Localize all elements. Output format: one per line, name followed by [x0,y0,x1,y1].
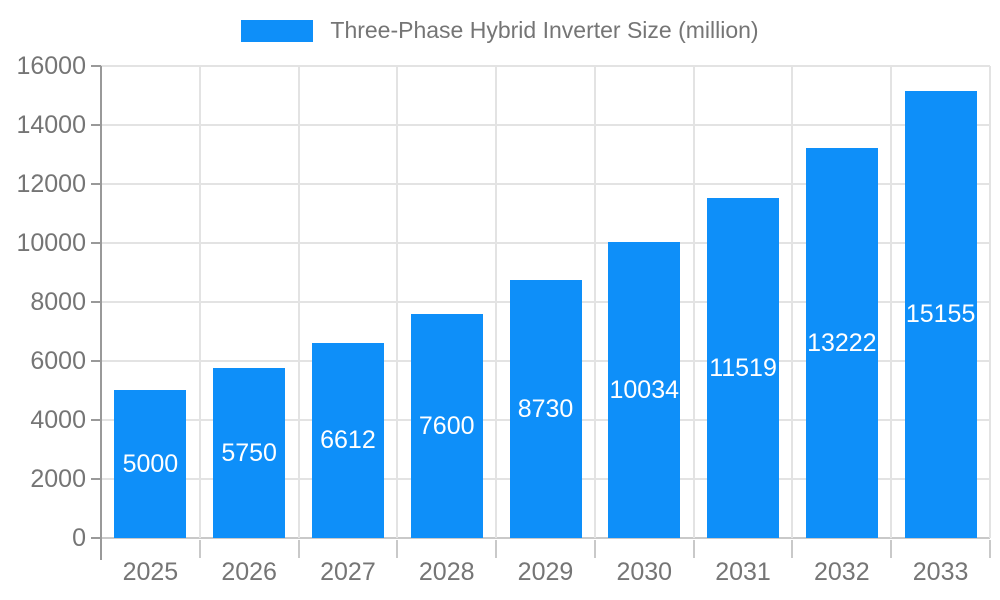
bar-value-label: 10034 [609,375,680,404]
y-axis-tick [91,478,101,480]
gridline-vertical [890,66,893,538]
x-axis-tick [495,540,498,558]
y-axis-tick [91,301,101,303]
bar[interactable]: 13222 [805,148,878,538]
x-axis-tick-label: 2031 [715,558,771,586]
gridline-vertical [198,66,201,538]
y-axis-tick [91,360,101,362]
bar[interactable]: 15155 [904,91,977,538]
bar-value-label: 6612 [320,426,376,454]
y-axis-tick-label: 14000 [16,111,86,139]
x-axis-tick [396,540,399,558]
x-axis-tick [989,540,991,558]
y-axis-tick [91,183,101,185]
y-axis-tick-label: 12000 [16,170,86,198]
bar-value-label: 13222 [807,328,877,357]
x-axis-tick [791,540,794,558]
gridline-vertical [495,66,498,538]
bar[interactable]: 8730 [509,280,582,538]
gridline-vertical [593,66,596,538]
bar-value-label: 11519 [709,353,777,382]
gridline-horizontal [101,65,990,67]
bar[interactable]: 11519 [707,198,780,538]
x-axis-tick [692,540,695,558]
y-axis-tick-label: 16000 [16,52,86,80]
legend-label: Three-Phase Hybrid Inverter Size (millio… [330,17,759,43]
x-axis-tick [593,540,596,558]
gridline-horizontal [101,242,990,244]
gridline-horizontal [101,183,990,185]
y-axis-tick-label: 6000 [30,347,86,375]
x-axis-tick-label: 2028 [418,558,475,586]
gridline-vertical [989,66,991,538]
gridline-horizontal [101,124,990,126]
x-axis-tick-label: 2025 [122,558,179,586]
legend[interactable]: Three-Phase Hybrid Inverter Size (millio… [0,17,1000,44]
y-axis-tick-label: 8000 [30,288,86,316]
x-axis-tick-label: 2026 [221,558,277,586]
bar-value-label: 5000 [122,449,179,478]
x-axis-tick-label: 2030 [616,558,673,586]
bar[interactable]: 5000 [114,390,187,538]
x-axis-tick-label: 2029 [517,558,574,586]
y-axis-tick-label: 2000 [30,465,86,493]
x-axis-tick [297,540,300,558]
bar-value-label: 7600 [418,411,475,440]
gridline-vertical [297,66,300,538]
y-axis-tick [91,537,101,539]
y-axis-tick-label: 0 [72,524,86,552]
x-axis-tick-label: 2033 [912,558,969,586]
y-axis-tick [91,65,101,67]
bar-value-label: 8730 [517,394,574,423]
bar[interactable]: 6612 [311,343,384,538]
gridline-vertical [396,66,399,538]
gridline-horizontal [101,537,990,539]
legend-swatch [241,19,314,42]
y-axis-tick [91,419,101,421]
gridline-vertical [791,66,794,538]
y-axis-tick-label: 10000 [16,229,86,257]
y-axis-tick [91,124,101,126]
bar[interactable]: 5750 [213,368,286,538]
x-axis-tick [890,540,893,558]
bar-value-label: 5750 [221,438,277,467]
bar[interactable]: 10034 [608,242,681,538]
bar-value-label: 15155 [905,300,976,328]
y-axis-line [100,66,102,560]
gridline-vertical [692,66,695,538]
x-axis-tick-label: 2027 [320,558,376,586]
y-axis-tick-label: 4000 [30,406,86,434]
x-axis-tick [198,540,201,558]
x-axis-tick-label: 2032 [814,558,870,586]
bar[interactable]: 7600 [410,314,483,538]
y-axis-tick [91,242,101,244]
